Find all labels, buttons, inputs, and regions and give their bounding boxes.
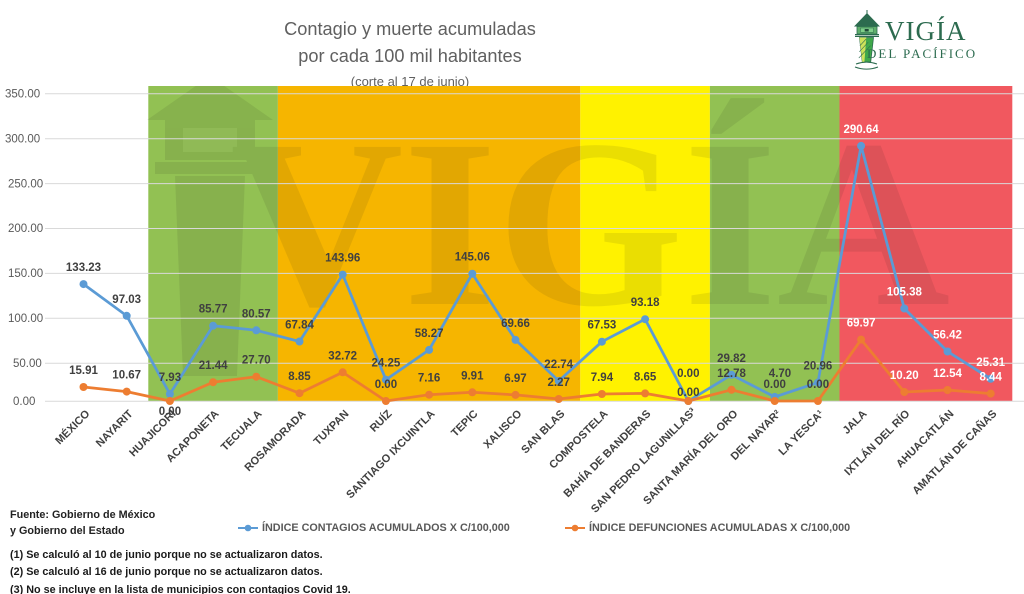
svg-text:2.27: 2.27 [548, 377, 570, 389]
svg-text:58.27: 58.27 [415, 328, 444, 340]
svg-text:7.94: 7.94 [591, 372, 614, 384]
svg-text:10.20: 10.20 [890, 370, 919, 382]
svg-text:DEL PACÍFICO: DEL PACÍFICO [867, 46, 977, 61]
svg-text:350.00: 350.00 [5, 89, 40, 101]
svg-text:8.65: 8.65 [634, 371, 657, 383]
svg-text:85.77: 85.77 [199, 304, 228, 316]
svg-text:12.54: 12.54 [933, 368, 962, 380]
svg-text:0.00: 0.00 [677, 387, 699, 399]
svg-text:10.67: 10.67 [112, 370, 141, 382]
svg-text:15.91: 15.91 [69, 365, 98, 377]
svg-text:20.96: 20.96 [804, 361, 833, 373]
svg-text:80.57: 80.57 [242, 308, 271, 320]
svg-text:93.18: 93.18 [631, 297, 660, 309]
svg-text:145.06: 145.06 [455, 252, 490, 264]
svg-text:VIGÍA: VIGÍA [885, 16, 966, 46]
svg-text:27.70: 27.70 [242, 355, 271, 367]
svg-text:200.00: 200.00 [8, 223, 43, 235]
svg-text:105.38: 105.38 [887, 287, 923, 299]
svg-text:22.74: 22.74 [544, 359, 573, 371]
svg-text:56.42: 56.42 [933, 330, 962, 342]
svg-text:97.03: 97.03 [112, 294, 141, 306]
svg-text:VIGÍA: VIGÍA [230, 90, 950, 356]
svg-text:32.72: 32.72 [328, 350, 357, 362]
svg-text:0.00: 0.00 [807, 379, 829, 391]
svg-text:143.96: 143.96 [325, 253, 360, 265]
svg-text:0.00: 0.00 [764, 379, 786, 391]
svg-text:69.97: 69.97 [847, 318, 876, 330]
svg-text:67.84: 67.84 [285, 320, 314, 332]
svg-text:8.85: 8.85 [288, 371, 311, 383]
svg-text:100.00: 100.00 [8, 313, 43, 325]
svg-text:9.91: 9.91 [461, 370, 484, 382]
svg-text:290.64: 290.64 [844, 124, 880, 136]
svg-text:29.82: 29.82 [717, 353, 746, 365]
svg-text:25.31: 25.31 [976, 357, 1005, 369]
svg-text:0.00: 0.00 [375, 379, 397, 391]
svg-text:50.00: 50.00 [13, 358, 42, 370]
svg-text:24.25: 24.25 [372, 358, 401, 370]
svg-text:69.66: 69.66 [501, 318, 530, 330]
svg-text:67.53: 67.53 [588, 320, 617, 332]
svg-text:133.23: 133.23 [66, 262, 101, 274]
svg-text:21.44: 21.44 [199, 360, 228, 372]
svg-text:150.00: 150.00 [8, 268, 43, 280]
svg-text:7.16: 7.16 [418, 373, 440, 385]
svg-text:250.00: 250.00 [8, 178, 43, 190]
svg-text:6.97: 6.97 [504, 373, 526, 385]
svg-text:7.93: 7.93 [159, 372, 181, 384]
svg-text:300.00: 300.00 [5, 133, 40, 145]
svg-text:0.00: 0.00 [677, 368, 699, 380]
svg-text:8.44: 8.44 [980, 372, 1003, 384]
svg-text:12.78: 12.78 [717, 368, 746, 380]
